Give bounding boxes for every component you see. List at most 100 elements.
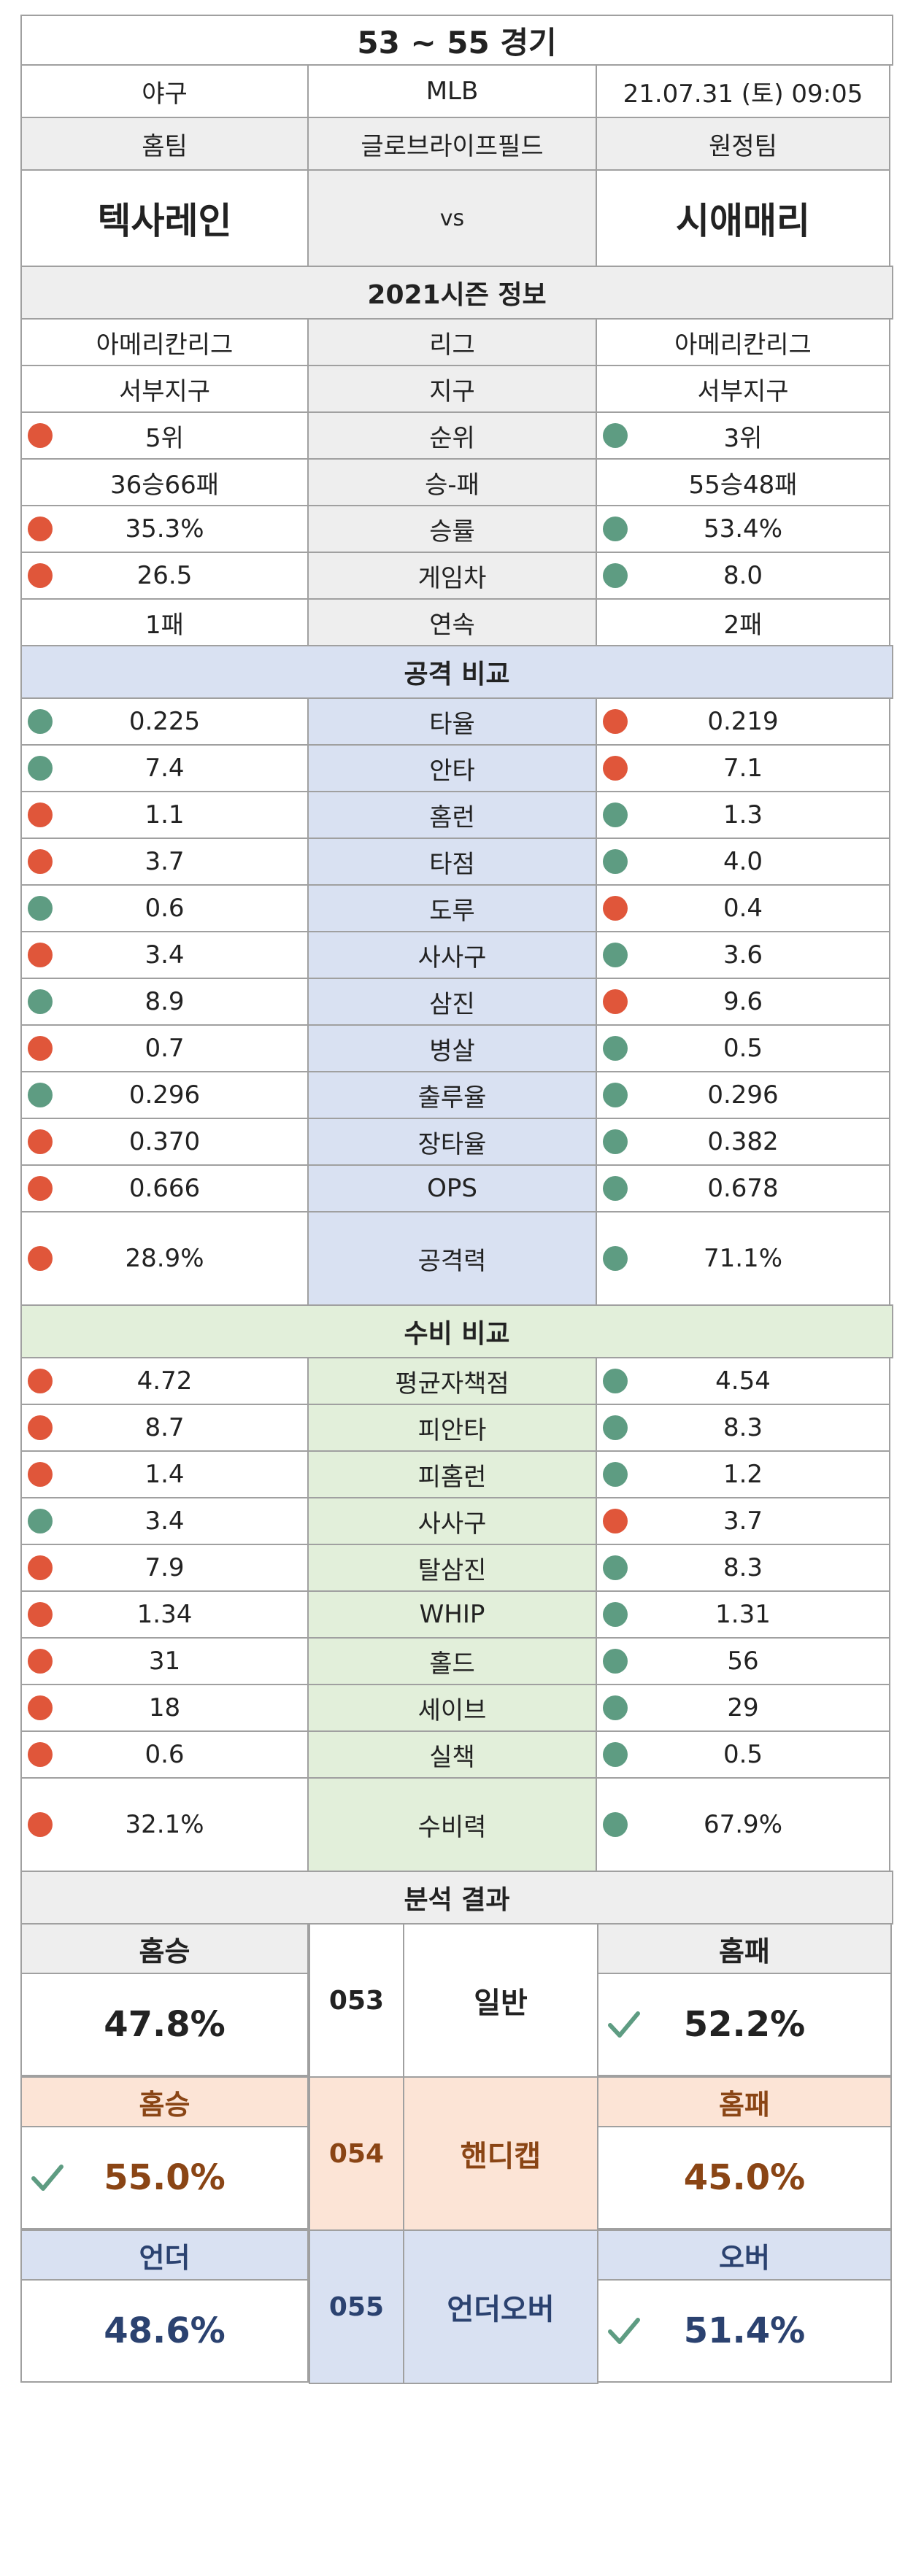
red-dot-icon <box>28 517 53 541</box>
stat-label-cell: 출루율 <box>307 1071 597 1119</box>
away-value-cell: 67.9% <box>596 1777 890 1872</box>
league-cell: MLB <box>307 64 597 118</box>
home-value: 5위 <box>145 423 184 453</box>
away-value: 0.382 <box>707 1127 779 1156</box>
underover-game-number: 055 <box>309 2229 404 2384</box>
home-value-cell: 35.3% <box>20 505 309 553</box>
stat-row: 35.3% 승률 53.4% <box>20 505 895 553</box>
home-value-cell: 서부지구 <box>20 365 309 413</box>
red-dot-icon <box>28 1812 53 1837</box>
away-value-cell: 0.382 <box>596 1118 890 1166</box>
home-value-cell: 28.9% <box>20 1211 309 1306</box>
stat-label-cell: 탈삼진 <box>307 1544 597 1592</box>
handicap-right-value: 45.0% <box>683 2157 806 2198</box>
green-dot-icon <box>603 1649 628 1674</box>
stat-row: 8.7 피안타 8.3 <box>20 1404 895 1452</box>
stat-row: 5위 순위 3위 <box>20 411 895 460</box>
analysis-blocks: 홈승 47.8% 053 일반 홈패 52.2% 홈승 55.0% 054 핸디캡 홈패 45.0% 언… <box>20 1923 895 2384</box>
away-value: 1.3 <box>723 800 763 829</box>
season-rows: 아메리칸리그 리그 아메리칸리그 서부지구 지구 서부지구 5위 순위 3위 36승66패 승-패 5… <box>20 318 895 646</box>
stat-label: 피안타 <box>417 1415 487 1445</box>
home-value: 3.4 <box>145 940 185 970</box>
stat-row: 3.4 사사구 3.6 <box>20 931 895 979</box>
handicap-block: 홈승 55.0% 054 핸디캡 홈패 45.0% <box>20 2076 895 2231</box>
analysis-section-title: 분석 결과 <box>20 1871 893 1925</box>
home-value: 18 <box>148 1693 181 1722</box>
away-value: 55승48패 <box>688 470 798 500</box>
home-value-cell: 31 <box>20 1637 309 1685</box>
home-value-cell: 36승66패 <box>20 458 309 506</box>
away-value: 0.5 <box>723 1034 763 1063</box>
stat-label-cell: 게임차 <box>307 552 597 600</box>
home-value: 36승66패 <box>109 470 220 500</box>
home-value: 1.1 <box>145 800 185 829</box>
datetime-cell: 21.07.31 (토) 09:05 <box>596 64 890 118</box>
away-value: 서부지구 <box>697 376 789 406</box>
home-value: 1패 <box>145 610 184 640</box>
away-value: 3.6 <box>723 940 763 970</box>
game-title: 53 ~ 55 경기 <box>20 15 893 66</box>
home-value: 8.9 <box>145 987 185 1016</box>
home-value: 1.34 <box>136 1600 193 1629</box>
stat-label: 병살 <box>429 1036 475 1066</box>
away-value-cell: 8.0 <box>596 552 890 600</box>
general-block: 홈승 47.8% 053 일반 홈패 52.2% <box>20 1923 895 2078</box>
stat-label: 게임차 <box>417 563 487 593</box>
green-dot-icon <box>603 423 628 448</box>
away-value-cell: 1.3 <box>596 791 890 839</box>
red-dot-icon <box>28 1415 53 1440</box>
away-team-name: 시애매리 <box>596 169 890 267</box>
home-value: 0.6 <box>145 1740 185 1769</box>
away-value: 8.3 <box>723 1413 763 1442</box>
stat-label-cell: 순위 <box>307 411 597 460</box>
stat-row: 아메리칸리그 리그 아메리칸리그 <box>20 318 895 366</box>
stat-row: 1패 연속 2패 <box>20 598 895 646</box>
stat-label: 세이브 <box>417 1695 487 1725</box>
stat-label-cell: 수비력 <box>307 1777 597 1872</box>
away-value: 아메리칸리그 <box>674 330 812 360</box>
attack-rows: 0.225 타율 0.219 7.4 안타 7.1 1.1 홈런 1.3 3.7 타점 4.0 0.6 도… <box>20 697 895 1212</box>
green-dot-icon <box>603 943 628 967</box>
away-value-cell: 0.4 <box>596 884 890 932</box>
home-value-cell: 1.4 <box>20 1450 309 1498</box>
underover-left-column: 언더 48.6% <box>20 2229 310 2384</box>
stat-row: 8.9 삼진 9.6 <box>20 978 895 1026</box>
away-value-cell: 4.54 <box>596 1357 890 1405</box>
check-icon <box>606 2313 642 2349</box>
red-dot-icon <box>28 563 53 588</box>
stat-label: 사사구 <box>417 1509 487 1539</box>
green-dot-icon <box>28 1509 53 1533</box>
stat-row: 0.296 출루율 0.296 <box>20 1071 895 1119</box>
general-left-label: 홈승 <box>20 1923 309 1974</box>
underover-block: 언더 48.6% 055 언더오버 오버 51.4% <box>20 2229 895 2384</box>
stat-label: 승률 <box>429 517 475 546</box>
away-value: 4.54 <box>715 1366 771 1396</box>
away-value: 0.678 <box>707 1174 779 1203</box>
home-value-cell: 26.5 <box>20 552 309 600</box>
stat-label: 공격력 <box>417 1246 487 1276</box>
stat-label: 연속 <box>429 610 475 640</box>
handicap-left-column: 홈승 55.0% <box>20 2076 310 2231</box>
check-icon <box>29 2159 66 2196</box>
away-value: 56 <box>727 1647 759 1676</box>
red-dot-icon <box>28 1036 53 1061</box>
stat-label-cell: 공격력 <box>307 1211 597 1306</box>
away-value: 3위 <box>723 423 763 453</box>
away-value-cell: 아메리칸리그 <box>596 318 890 366</box>
general-game-number: 053 <box>309 1923 404 2078</box>
handicap-bet-type: 핸디캡 <box>403 2076 598 2231</box>
away-value-cell: 0.296 <box>596 1071 890 1119</box>
home-team-label: 홈팀 <box>20 117 309 171</box>
home-value: 서부지구 <box>118 376 211 406</box>
home-value-cell: 1.1 <box>20 791 309 839</box>
general-right-label: 홈패 <box>597 1923 892 1974</box>
stat-label-cell: 홀드 <box>307 1637 597 1685</box>
away-value: 4.0 <box>723 847 763 876</box>
home-value-cell: 1.34 <box>20 1590 309 1639</box>
green-dot-icon <box>603 1555 628 1580</box>
home-value: 0.225 <box>128 707 201 736</box>
stat-label-cell: 장타율 <box>307 1118 597 1166</box>
red-dot-icon <box>28 1649 53 1674</box>
stat-label-cell: 지구 <box>307 365 597 413</box>
stat-row: 18 세이브 29 <box>20 1684 895 1732</box>
